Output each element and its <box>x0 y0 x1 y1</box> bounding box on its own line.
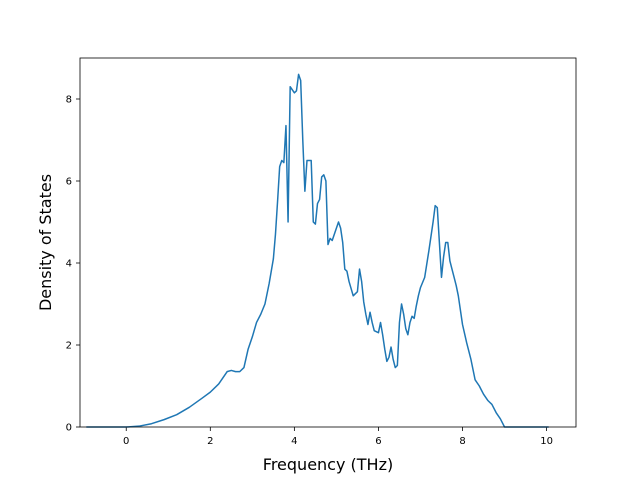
x-tick-label: 0 <box>123 436 129 447</box>
dos-line <box>86 73 549 428</box>
y-tick-label: 0 <box>66 423 72 434</box>
y-tick-label: 6 <box>66 177 72 188</box>
x-tick-label: 10 <box>540 436 553 447</box>
plot-frame <box>79 57 577 428</box>
x-tick-label: 8 <box>459 436 465 447</box>
y-axis: 0 2 4 6 8 <box>66 95 80 434</box>
x-tick-label: 6 <box>375 436 381 447</box>
x-axis: 0 2 4 6 8 10 <box>123 427 553 447</box>
y-axis-label: Density of States <box>36 174 55 311</box>
y-tick-label: 8 <box>66 95 72 106</box>
x-axis-label: Frequency (THz) <box>263 455 393 474</box>
x-tick-label: 4 <box>291 436 297 447</box>
y-tick-label: 2 <box>66 341 72 352</box>
x-tick-label: 2 <box>207 436 213 447</box>
y-tick-label: 4 <box>66 259 72 270</box>
